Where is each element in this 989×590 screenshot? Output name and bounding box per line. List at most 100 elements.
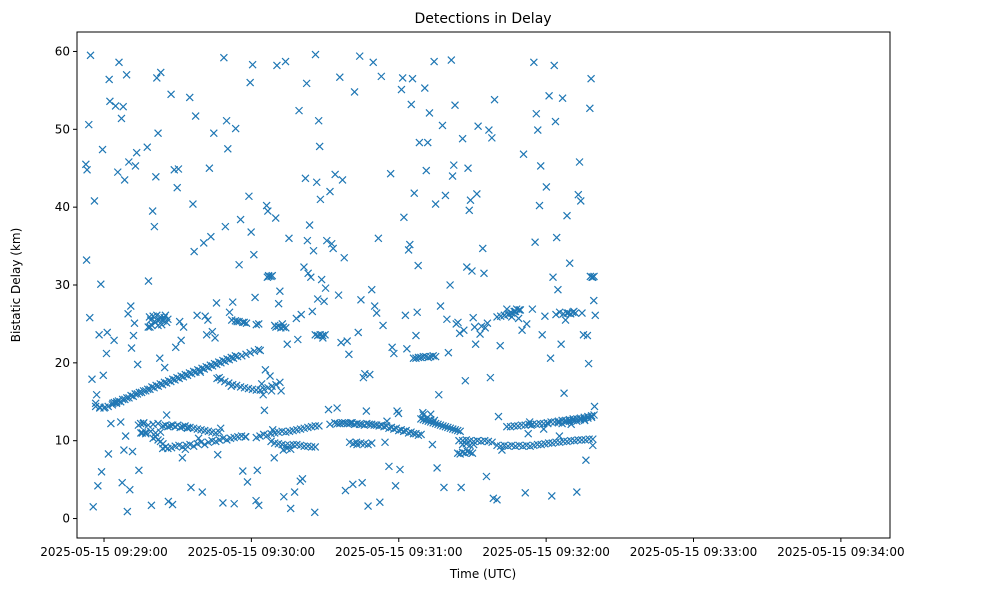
data-point <box>246 348 255 357</box>
data-point <box>468 267 476 275</box>
data-point <box>225 308 234 317</box>
data-point <box>241 432 250 441</box>
data-point <box>152 311 161 320</box>
y-tick-label: 10 <box>55 434 70 448</box>
data-point <box>231 124 240 133</box>
data-point <box>545 91 554 100</box>
data-point <box>456 427 465 436</box>
data-point <box>514 314 523 323</box>
data-point <box>175 317 184 326</box>
data-point <box>393 407 401 416</box>
data-point <box>248 60 257 69</box>
data-point <box>298 474 307 483</box>
data-point <box>293 335 302 344</box>
y-tick-label: 50 <box>55 122 70 136</box>
marker-layer <box>81 50 600 517</box>
data-point <box>340 253 349 262</box>
data-point <box>364 502 372 511</box>
data-point <box>147 383 156 391</box>
data-point <box>408 74 417 83</box>
data-point <box>202 330 211 339</box>
data-point <box>177 336 186 345</box>
data-point <box>252 496 260 505</box>
data-point <box>590 402 599 411</box>
data-point <box>428 440 437 449</box>
data-point <box>587 74 596 83</box>
data-point <box>533 126 542 135</box>
data-point <box>130 319 139 328</box>
data-point <box>121 432 130 440</box>
data-point <box>102 349 111 358</box>
data-point <box>542 182 551 191</box>
data-point <box>103 328 112 337</box>
data-point <box>553 285 562 294</box>
data-point <box>110 336 119 345</box>
data-point <box>171 343 180 352</box>
data-point <box>591 311 600 320</box>
data-point <box>389 349 398 358</box>
data-point <box>472 189 481 198</box>
data-point <box>162 411 171 419</box>
y-tick-label: 20 <box>55 356 70 370</box>
data-point <box>105 97 114 106</box>
data-point <box>441 422 450 431</box>
data-point <box>143 143 152 152</box>
data-point <box>88 375 96 384</box>
data-point <box>167 90 175 99</box>
data-point <box>552 233 561 242</box>
data-point <box>237 351 246 360</box>
data-point <box>261 365 270 374</box>
data-point <box>193 311 202 320</box>
data-point <box>253 466 262 475</box>
data-point <box>381 438 389 447</box>
data-point <box>152 381 161 390</box>
data-point <box>392 424 401 433</box>
data-point <box>272 380 280 389</box>
data-point <box>311 421 320 430</box>
data-point <box>531 238 540 247</box>
data-point <box>177 372 186 381</box>
data-point <box>343 337 352 345</box>
data-point <box>414 261 423 270</box>
data-point <box>590 272 598 281</box>
data-point <box>139 386 148 395</box>
data-point <box>300 442 309 451</box>
data-point <box>163 422 172 431</box>
data-point <box>401 311 410 320</box>
data-point <box>447 56 456 64</box>
data-point <box>443 423 452 432</box>
data-point <box>482 472 491 481</box>
data-point <box>588 441 597 450</box>
data-point <box>407 100 416 109</box>
data-point <box>100 404 108 412</box>
data-point <box>466 448 474 457</box>
data-point <box>156 379 165 388</box>
y-axis-title: Bistatic Delay (km) <box>9 228 23 343</box>
data-point <box>173 183 182 192</box>
data-point <box>308 307 317 316</box>
data-point <box>494 412 503 421</box>
data-point <box>197 438 205 447</box>
data-point <box>316 195 325 204</box>
data-point <box>134 466 143 475</box>
data-point <box>168 500 177 509</box>
data-point <box>289 440 298 449</box>
chart-title: Detections in Delay <box>414 11 551 27</box>
data-point <box>160 313 169 322</box>
data-point <box>227 353 236 362</box>
data-point <box>544 439 553 447</box>
data-point <box>375 498 384 507</box>
data-point <box>585 104 594 113</box>
data-point <box>198 488 207 496</box>
data-point <box>574 435 582 444</box>
data-point <box>422 166 431 175</box>
x-tick-label: 2025-05-15 09:29:00 <box>40 545 167 559</box>
data-point <box>438 121 447 130</box>
data-point <box>117 114 126 123</box>
data-point <box>454 318 462 327</box>
data-point <box>433 464 442 472</box>
data-point <box>538 330 547 339</box>
data-point <box>449 161 458 170</box>
data-point <box>480 269 488 278</box>
